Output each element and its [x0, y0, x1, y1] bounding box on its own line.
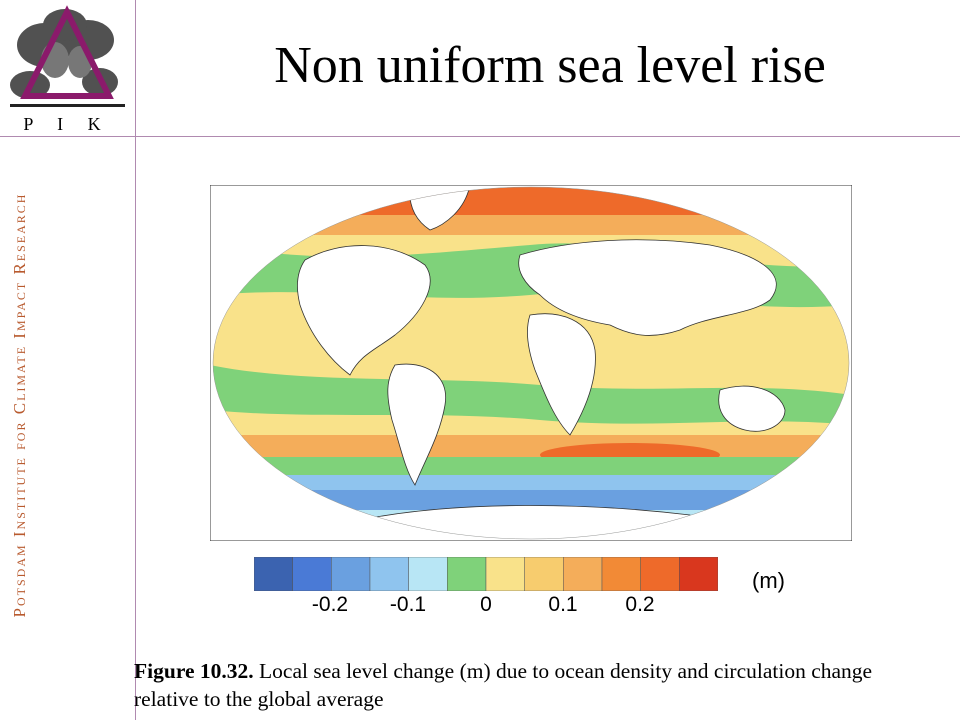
- colorbar-swatch: [640, 556, 680, 592]
- colorbar-swatch: [563, 556, 603, 592]
- logo-letters: P I K: [23, 114, 110, 134]
- figure-caption: Figure 10.32. Local sea level change (m)…: [134, 657, 894, 713]
- colorbar-swatch: [601, 556, 641, 592]
- sea-level-map: [209, 184, 853, 542]
- caption-text: Local sea level change (m) due to ocean …: [134, 659, 873, 711]
- tick-label: -0.1: [389, 593, 427, 616]
- tick-label: 0: [480, 593, 492, 616]
- colorbar-swatch: [447, 556, 487, 592]
- vertical-divider: [135, 0, 136, 720]
- colorbar-swatch: [524, 556, 564, 592]
- colorbar-swatch: [485, 556, 525, 592]
- colorbar-swatch: [679, 556, 719, 592]
- colorbar-swatch: [331, 556, 371, 592]
- tick-label: 0.2: [625, 593, 655, 616]
- colorbar-swatch: [253, 556, 293, 592]
- slide-title: Non uniform sea level rise: [274, 37, 826, 94]
- pik-logo: P I K: [0, 0, 135, 135]
- colorbar-swatch: [292, 556, 332, 592]
- unit-label: (m): [752, 568, 785, 593]
- horizontal-divider: [0, 136, 960, 137]
- colorbar: [253, 556, 719, 596]
- colorbar-swatch: [369, 556, 409, 592]
- caption-label: Figure 10.32.: [134, 659, 254, 683]
- colorbar-swatch: [408, 556, 448, 592]
- tick-label: -0.2: [311, 593, 349, 616]
- sidebar-institute-name: Potsdam Institute for Climate Impact Res…: [10, 192, 29, 618]
- tick-label: 0.1: [548, 593, 578, 616]
- sidebar: Potsdam Institute for Climate Impact Res…: [6, 170, 34, 640]
